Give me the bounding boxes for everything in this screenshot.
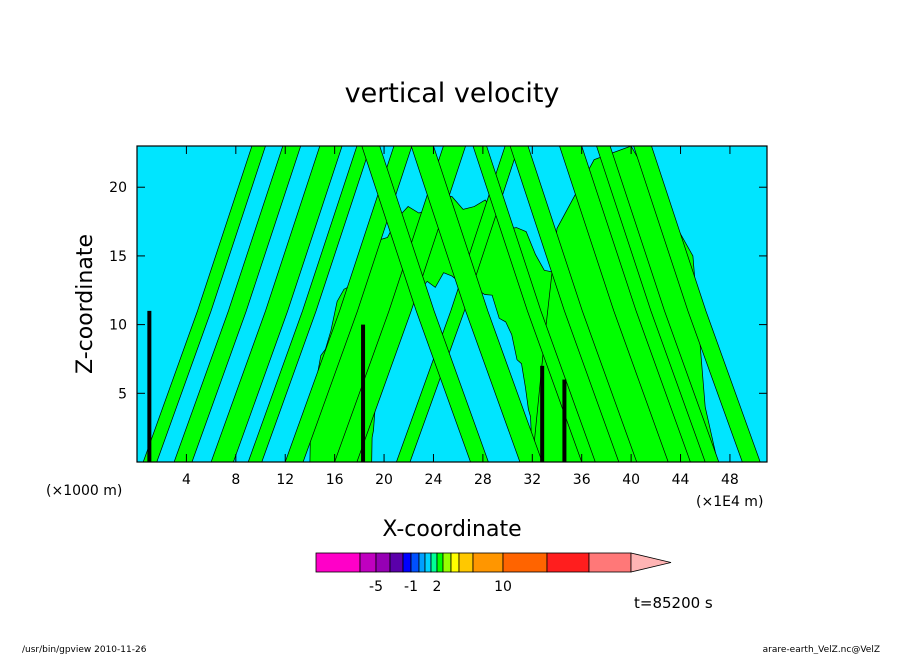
plot-frame [136,145,768,463]
positive-band [247,146,371,462]
colorbar-segment [424,552,432,573]
colorbar-segment [436,552,444,573]
x-unit-note: (×1000 m) [46,483,122,499]
colorbar-segment [430,552,438,573]
footer-left: /usr/bin/gpview 2010-11-26 [22,645,147,654]
positive-band [173,146,302,462]
footer-right: arare-earth_VelZ.nc@VelZ [763,645,880,654]
colorbar-segment [359,552,377,573]
y-tick-label: 20 [109,180,127,196]
x-tick-label: 4 [182,472,191,488]
colorbar-segment [546,552,590,573]
colorbar-tick-label: 10 [494,579,512,595]
positive-band [596,146,720,462]
colorbar: -5 -1 2 10 [315,552,672,595]
x-tick-label: 44 [672,472,690,488]
x-tick-label: 48 [721,472,739,488]
updraft-column [562,379,567,462]
contour-fill [142,146,761,462]
positive-band [142,146,266,462]
colorbar-segment [472,552,504,573]
colorbar-segment [418,552,426,573]
x-tick-label: 16 [326,472,344,488]
colorbar-segment [389,552,404,573]
x-tick-label: 8 [231,472,240,488]
x-tick-label: 28 [474,472,492,488]
x-axis-label: X-coordinate [382,517,521,542]
positive-band [210,146,343,462]
x-tick-label: 40 [622,472,640,488]
y-tick-label: 5 [118,386,127,402]
updraft-column [540,365,545,462]
time-label: t=85200 s [634,594,713,612]
colorbar-segment [315,552,361,573]
x-tick-label: 20 [375,472,393,488]
colorbar-tick-label: -5 [369,579,383,595]
colorbar-segment [375,552,391,573]
positive-band [410,146,543,462]
colorbar-arrow [630,552,672,573]
chart-title: vertical velocity [345,78,560,109]
positive-band [509,146,638,462]
colorbar-segment [588,552,632,573]
positive-band [559,146,691,462]
colorbar-segment [458,552,474,573]
colorbar-segment [442,552,452,573]
y-axis: 5 10 15 20 [109,180,767,402]
x-tick-label: 32 [523,472,541,488]
updraft-column [147,310,152,462]
positive-band [396,146,520,462]
colorbar-segment [450,552,460,573]
positive-band [284,146,413,462]
positive-band [633,146,761,462]
plot-area [136,145,768,463]
colorbar-segment [410,552,420,573]
y-tick-label: 15 [109,249,127,265]
x-scale-note: (×1E4 m) [696,494,763,510]
colorbar-tick-label: 2 [433,579,442,595]
positive-band [361,146,489,462]
x-tick-label: 36 [573,472,591,488]
x-axis: 4 8 12 16 20 24 28 32 36 40 44 48 [182,146,739,488]
updraft-column [361,324,366,462]
y-axis-label: Z-coordinate [73,234,98,374]
colorbar-segment [402,552,412,573]
colorbar-segment [502,552,548,573]
x-tick-label: 24 [425,472,443,488]
positive-band [334,146,466,462]
colorbar-tick-label: -1 [404,579,418,595]
x-tick-label: 12 [276,472,294,488]
y-tick-label: 10 [109,318,127,334]
